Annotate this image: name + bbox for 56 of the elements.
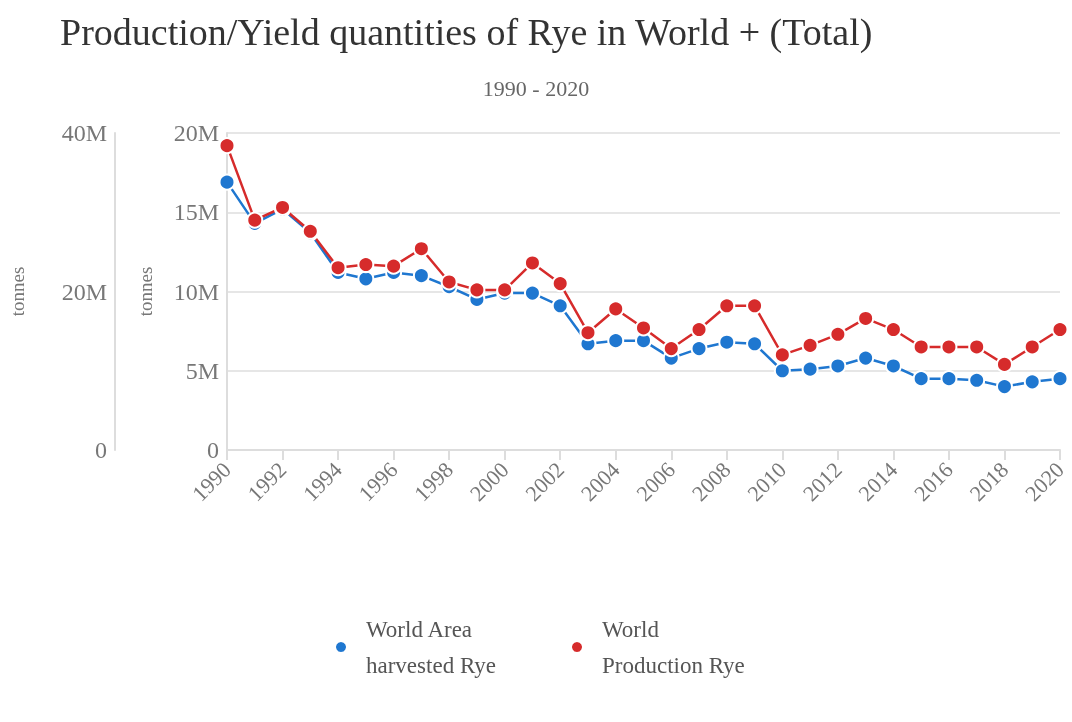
point [829, 325, 847, 343]
point [329, 259, 347, 277]
point [801, 336, 819, 354]
y-tick-label: 0 [207, 437, 219, 463]
point [412, 240, 430, 258]
point [635, 319, 652, 337]
point [884, 357, 902, 375]
legend-label: World Production Rye [602, 616, 745, 678]
point [718, 297, 736, 315]
point [218, 137, 236, 155]
point [1023, 338, 1041, 356]
point [912, 370, 930, 388]
y2-tick-label: 40M [61, 120, 107, 146]
point [607, 300, 625, 318]
point [551, 297, 569, 315]
point [551, 275, 569, 293]
y2-axis-title: tonnes [7, 266, 28, 317]
point [523, 284, 541, 302]
point [968, 338, 986, 356]
point [995, 355, 1013, 373]
point [829, 357, 847, 375]
point [940, 338, 958, 356]
point [746, 297, 764, 315]
point [579, 324, 597, 342]
point [1023, 373, 1041, 391]
y-tick-label: 5M [185, 357, 219, 384]
point [995, 378, 1013, 396]
point [746, 335, 764, 353]
y-tick-label: 15M [173, 199, 219, 226]
y2-tick-label: 20M [61, 278, 107, 305]
point [690, 340, 708, 358]
point [857, 349, 875, 367]
point [773, 362, 791, 380]
y-axis-title: tonnes [135, 266, 156, 317]
chart-title: Production/Yield quantities of Rye in World + (Total) [60, 11, 873, 54]
point [440, 273, 458, 291]
point [718, 333, 736, 351]
point [523, 254, 541, 272]
point [412, 267, 430, 285]
y2-tick-label: 0 [95, 437, 107, 463]
point [468, 281, 486, 299]
point [662, 340, 680, 358]
point [357, 256, 375, 274]
y-tick-label: 10M [173, 278, 219, 305]
legend-label: World Area harvested Rye [366, 616, 497, 678]
point [801, 360, 819, 378]
point [385, 257, 403, 275]
chart-subtitle: 1990 - 2020 [482, 75, 590, 101]
point [968, 371, 986, 389]
point [218, 173, 236, 191]
point [1051, 370, 1069, 388]
y-tick-label: 20M [173, 120, 219, 146]
point [912, 338, 930, 356]
point [607, 332, 625, 350]
point [940, 370, 958, 388]
point [773, 346, 791, 364]
